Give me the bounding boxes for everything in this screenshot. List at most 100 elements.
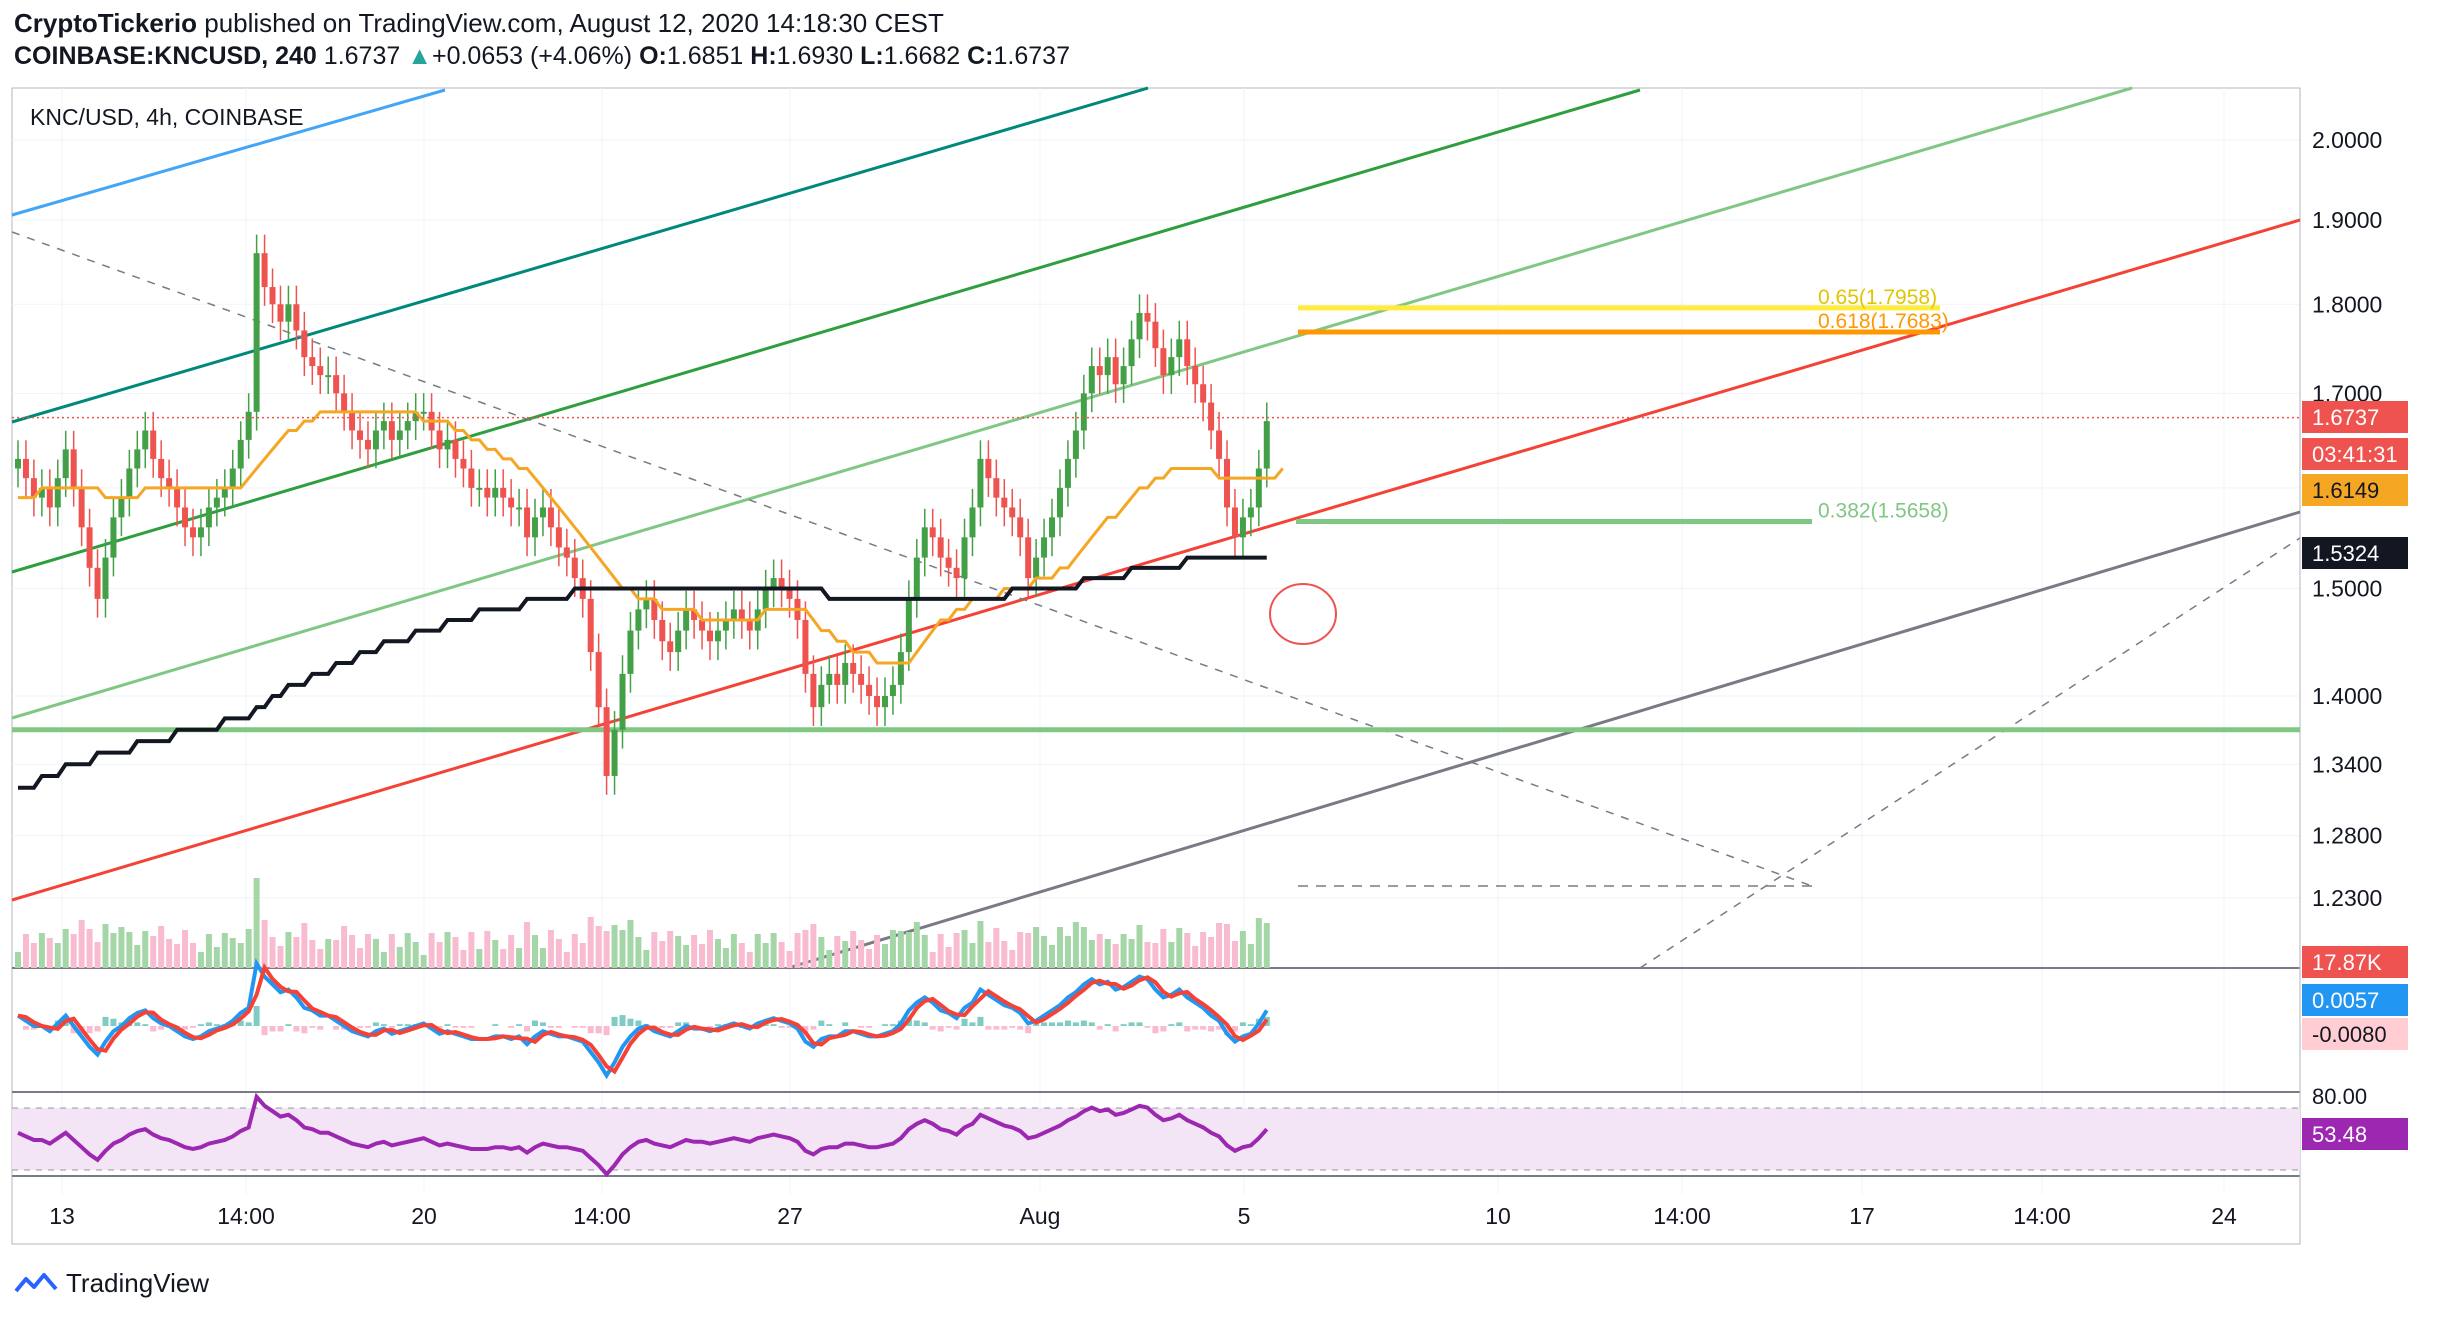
volume-bar bbox=[977, 921, 984, 968]
time-tick-label: 20 bbox=[411, 1203, 437, 1229]
macd-histogram-bar bbox=[1080, 1020, 1087, 1026]
candle-body bbox=[1009, 507, 1016, 518]
volume-bar bbox=[1247, 944, 1254, 968]
macd-histogram-bar bbox=[1231, 1026, 1238, 1032]
volume-bar bbox=[722, 948, 729, 968]
candle-body bbox=[500, 487, 507, 498]
volume-bar bbox=[889, 930, 896, 968]
candle-body bbox=[539, 507, 546, 518]
macd-histogram-bar bbox=[508, 1026, 515, 1028]
candle-body bbox=[62, 449, 69, 479]
macd-histogram-bar bbox=[826, 1024, 833, 1026]
volume-bar bbox=[1112, 944, 1119, 968]
candle-body bbox=[277, 304, 284, 322]
candle-body bbox=[675, 630, 682, 653]
macd-histogram-bar bbox=[197, 1024, 204, 1026]
macd-histogram-bar bbox=[1009, 1026, 1016, 1028]
candle-body bbox=[229, 468, 236, 488]
volume-bar bbox=[269, 937, 276, 968]
candle-body bbox=[1160, 348, 1167, 376]
volume-bar bbox=[364, 934, 371, 968]
time-tick-label: 13 bbox=[49, 1203, 75, 1229]
macd-histogram-bar bbox=[261, 1026, 268, 1036]
volume-bar bbox=[142, 931, 149, 968]
publisher: CryptoTickerio bbox=[14, 8, 198, 38]
macd-histogram-bar bbox=[635, 1020, 642, 1026]
macd-histogram-bar bbox=[357, 1026, 364, 1028]
volume-bar bbox=[1080, 927, 1087, 968]
macd-histogram-bar bbox=[516, 1024, 523, 1026]
volume-bar bbox=[1200, 932, 1207, 968]
macd-histogram-bar bbox=[1072, 1022, 1079, 1026]
tradingview-logo-icon[interactable] bbox=[14, 1271, 58, 1297]
volume-bar bbox=[627, 920, 634, 968]
macd-histogram-bar bbox=[977, 1016, 984, 1026]
macd-histogram-bar bbox=[1056, 1022, 1063, 1026]
volume-bar bbox=[667, 931, 674, 968]
candle-body bbox=[889, 684, 896, 696]
candle-body bbox=[1088, 366, 1095, 394]
macd-histogram-bar bbox=[1096, 1026, 1103, 1030]
volume-bar bbox=[1056, 927, 1063, 968]
volume-bar bbox=[563, 952, 570, 968]
price-tick-label: 1.5000 bbox=[2312, 575, 2382, 601]
volume-bar bbox=[881, 944, 888, 968]
volume-bar bbox=[897, 931, 904, 968]
volume-bar bbox=[317, 949, 324, 968]
candle-body bbox=[770, 578, 777, 589]
volume-bar bbox=[539, 948, 546, 968]
macd-histogram-bar bbox=[770, 1024, 777, 1026]
volume-bar bbox=[213, 947, 220, 968]
volume-bar bbox=[1096, 934, 1103, 968]
candle-body bbox=[802, 619, 809, 674]
volume-bar bbox=[746, 952, 753, 968]
macd-label-box bbox=[2302, 1018, 2408, 1050]
macd-histogram-bar bbox=[1049, 1022, 1056, 1026]
candle-body bbox=[985, 458, 992, 479]
volume-bar bbox=[683, 945, 690, 968]
macd-histogram-bar bbox=[1200, 1026, 1207, 1030]
candle-body bbox=[1112, 357, 1119, 385]
macd-histogram-bar bbox=[786, 1026, 793, 1028]
candle-body bbox=[691, 609, 698, 620]
volume-bar bbox=[532, 935, 539, 968]
macd-histogram-bar bbox=[1247, 1024, 1254, 1026]
candle-body bbox=[38, 487, 45, 498]
volume-bar bbox=[150, 936, 157, 968]
change-arrow-icon: ▲ bbox=[407, 42, 432, 70]
candle-body bbox=[611, 729, 618, 776]
volume-bar bbox=[1144, 942, 1151, 968]
candle-body bbox=[714, 630, 721, 642]
candle-body bbox=[1025, 537, 1032, 579]
volume-bar bbox=[1216, 923, 1223, 968]
macd-histogram-bar bbox=[1112, 1026, 1119, 1032]
candle-body bbox=[977, 458, 984, 508]
macd-histogram-bar bbox=[277, 1026, 284, 1032]
candle-body bbox=[380, 421, 387, 431]
macd-histogram-bar bbox=[547, 1026, 554, 1028]
macd-histogram-bar bbox=[961, 1018, 968, 1026]
macd-histogram-bar bbox=[706, 1026, 713, 1028]
candle-body bbox=[1239, 517, 1246, 538]
time-tick-label: 14:00 bbox=[1653, 1203, 1711, 1229]
candle-body bbox=[325, 375, 332, 378]
ma200-line bbox=[18, 555, 1267, 790]
candle-body bbox=[245, 411, 252, 440]
candle-body bbox=[1263, 421, 1270, 469]
volume-bar bbox=[110, 933, 117, 968]
fib-label: 0.65(1.7958) bbox=[1818, 286, 1937, 309]
published-text: published on TradingView.com, August 12,… bbox=[204, 8, 944, 38]
candle-body bbox=[349, 411, 356, 431]
candle-body bbox=[651, 598, 658, 620]
low-label: L: bbox=[860, 42, 884, 70]
volume-bar bbox=[770, 933, 777, 968]
macd-label-text: -0.0080 bbox=[2312, 1022, 2387, 1047]
candle-body bbox=[110, 517, 117, 558]
volume-bar bbox=[221, 933, 228, 968]
macd-histogram-bar bbox=[213, 1024, 220, 1026]
volume-bar bbox=[1208, 937, 1215, 968]
candle-body bbox=[396, 430, 403, 440]
candle-body bbox=[142, 430, 149, 450]
price-label-box bbox=[2302, 401, 2408, 433]
